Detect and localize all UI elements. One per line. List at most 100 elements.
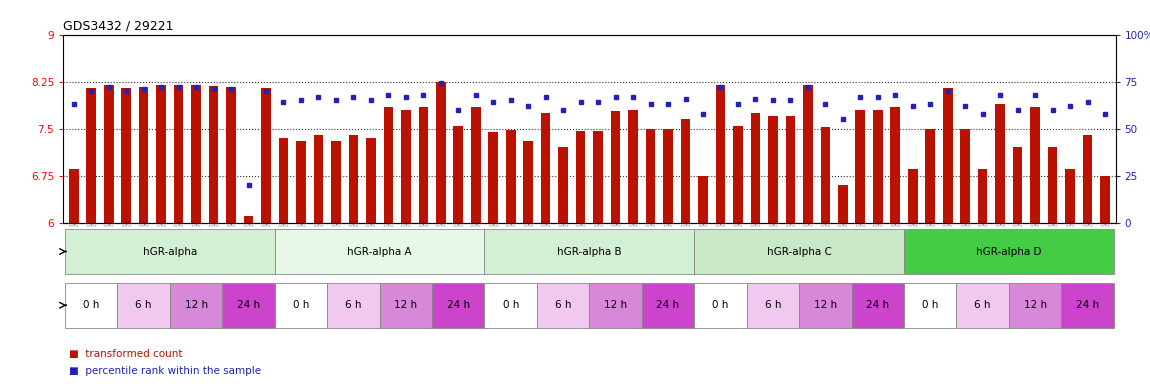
Text: 12 h: 12 h bbox=[184, 300, 208, 310]
Bar bbox=[873, 110, 882, 223]
Bar bbox=[576, 131, 585, 223]
Bar bbox=[908, 169, 918, 223]
Bar bbox=[1061, 283, 1113, 328]
Text: 0 h: 0 h bbox=[712, 300, 729, 310]
Bar bbox=[314, 135, 323, 223]
Bar bbox=[838, 185, 848, 223]
Text: 6 h: 6 h bbox=[765, 300, 781, 310]
Bar bbox=[628, 110, 638, 223]
Bar bbox=[117, 283, 170, 328]
Bar bbox=[1065, 169, 1075, 223]
Bar bbox=[227, 87, 236, 223]
Bar bbox=[1048, 147, 1057, 223]
Bar bbox=[348, 135, 358, 223]
Text: hGR-alpha A: hGR-alpha A bbox=[347, 247, 412, 257]
Bar bbox=[432, 283, 484, 328]
Text: hGR-alpha C: hGR-alpha C bbox=[767, 247, 831, 257]
Bar bbox=[664, 129, 673, 223]
Bar bbox=[66, 229, 275, 274]
Bar bbox=[856, 110, 865, 223]
Bar bbox=[799, 283, 851, 328]
Bar bbox=[275, 229, 484, 274]
Bar bbox=[191, 85, 201, 223]
Text: 0 h: 0 h bbox=[503, 300, 519, 310]
Bar bbox=[472, 107, 481, 223]
Text: 6 h: 6 h bbox=[345, 300, 361, 310]
Bar bbox=[978, 169, 988, 223]
Bar bbox=[746, 283, 799, 328]
Bar bbox=[86, 88, 95, 223]
Bar bbox=[1101, 176, 1110, 223]
Text: 12 h: 12 h bbox=[1024, 300, 1046, 310]
Bar bbox=[803, 85, 813, 223]
Bar bbox=[642, 283, 695, 328]
Text: 24 h: 24 h bbox=[657, 300, 680, 310]
Bar bbox=[695, 283, 746, 328]
Text: 24 h: 24 h bbox=[446, 300, 470, 310]
Bar bbox=[851, 283, 904, 328]
Text: 0 h: 0 h bbox=[922, 300, 938, 310]
Text: 0 h: 0 h bbox=[293, 300, 309, 310]
Bar bbox=[484, 283, 537, 328]
Bar bbox=[69, 169, 78, 223]
Bar bbox=[768, 116, 777, 223]
Bar bbox=[681, 119, 690, 223]
Text: 24 h: 24 h bbox=[1076, 300, 1099, 310]
Bar bbox=[419, 107, 428, 223]
Bar bbox=[453, 126, 463, 223]
Bar bbox=[174, 85, 183, 223]
Text: 6 h: 6 h bbox=[974, 300, 991, 310]
Bar bbox=[366, 138, 376, 223]
Text: 6 h: 6 h bbox=[136, 300, 152, 310]
Bar bbox=[646, 129, 656, 223]
Bar bbox=[506, 130, 515, 223]
Bar bbox=[960, 129, 969, 223]
Text: hGR-alpha B: hGR-alpha B bbox=[557, 247, 622, 257]
Bar bbox=[222, 283, 275, 328]
Bar bbox=[104, 85, 114, 223]
Text: 24 h: 24 h bbox=[866, 300, 889, 310]
Bar bbox=[261, 88, 270, 223]
Text: hGR-alpha: hGR-alpha bbox=[143, 247, 197, 257]
Bar bbox=[484, 229, 695, 274]
Bar bbox=[996, 104, 1005, 223]
Bar bbox=[904, 229, 1113, 274]
Bar bbox=[698, 176, 707, 223]
Bar bbox=[384, 107, 393, 223]
Bar bbox=[943, 88, 952, 223]
Bar bbox=[890, 107, 900, 223]
Bar bbox=[297, 141, 306, 223]
Text: 6 h: 6 h bbox=[555, 300, 572, 310]
Bar bbox=[611, 111, 620, 223]
Bar bbox=[715, 85, 726, 223]
Bar bbox=[957, 283, 1009, 328]
Text: ■  percentile rank within the sample: ■ percentile rank within the sample bbox=[69, 366, 261, 376]
Bar bbox=[695, 229, 904, 274]
Bar bbox=[904, 283, 957, 328]
Bar bbox=[1013, 147, 1022, 223]
Bar bbox=[593, 131, 603, 223]
Bar bbox=[66, 283, 117, 328]
Bar bbox=[821, 127, 830, 223]
Bar bbox=[380, 283, 432, 328]
Bar bbox=[328, 283, 380, 328]
Bar bbox=[1009, 283, 1061, 328]
Bar bbox=[590, 283, 642, 328]
Bar bbox=[170, 283, 222, 328]
Bar bbox=[331, 141, 340, 223]
Bar bbox=[1030, 107, 1040, 223]
Bar bbox=[785, 116, 795, 223]
Bar bbox=[540, 113, 551, 223]
Bar bbox=[1083, 135, 1092, 223]
Text: GDS3432 / 29221: GDS3432 / 29221 bbox=[63, 20, 174, 33]
Bar bbox=[156, 85, 166, 223]
Bar bbox=[523, 141, 532, 223]
Bar bbox=[401, 110, 411, 223]
Bar bbox=[559, 147, 568, 223]
Bar bbox=[209, 86, 218, 223]
Bar bbox=[436, 82, 445, 223]
Bar bbox=[751, 113, 760, 223]
Bar bbox=[537, 283, 589, 328]
Bar bbox=[244, 217, 253, 223]
Bar bbox=[122, 88, 131, 223]
